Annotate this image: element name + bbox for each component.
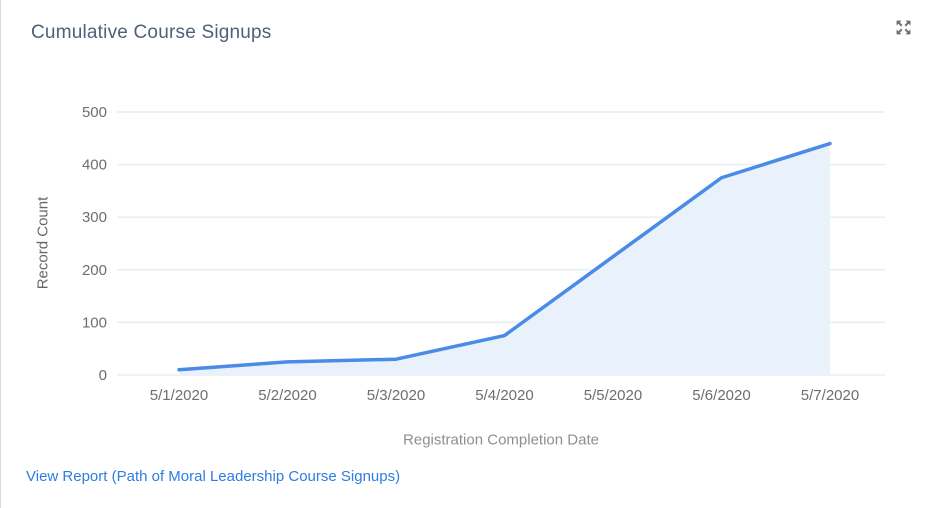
y-axis-title: Record Count (34, 196, 52, 290)
x-tick-label: 5/6/2020 (692, 387, 750, 404)
widget-title: Cumulative Course Signups (31, 22, 272, 43)
expand-icon (896, 20, 910, 35)
x-tick-label: 5/3/2020 (367, 387, 425, 404)
x-tick-label: 5/5/2020 (584, 387, 642, 404)
y-tick-label: 100 (82, 314, 107, 331)
chart-canvas: 0 100 200 300 400 500 5/1/2020 5/2/2020 5/3/2020… (82, 104, 885, 404)
series-line (177, 141, 832, 372)
y-tick-label: 500 (82, 104, 107, 121)
chart-area: 0 100 200 300 400 500 5/1/2020 5/2/2020 5/3/2020… (1, 0, 928, 430)
x-tick-label: 5/7/2020 (801, 387, 859, 404)
y-tick-label: 200 (82, 262, 107, 279)
y-tick-label: 400 (82, 157, 107, 174)
x-tick-label: 5/1/2020 (150, 387, 208, 404)
y-tick-label: 300 (82, 209, 107, 226)
expand-widget-button[interactable] (893, 19, 913, 39)
y-tick-label: 0 (99, 367, 107, 384)
x-axis-title: Registration Completion Date (403, 431, 599, 449)
x-tick-label: 5/2/2020 (258, 387, 316, 404)
view-report-link[interactable]: View Report (Path of Moral Leadership Co… (26, 468, 401, 485)
area-fill (179, 143, 830, 375)
x-tick-label: 5/4/2020 (475, 387, 533, 404)
